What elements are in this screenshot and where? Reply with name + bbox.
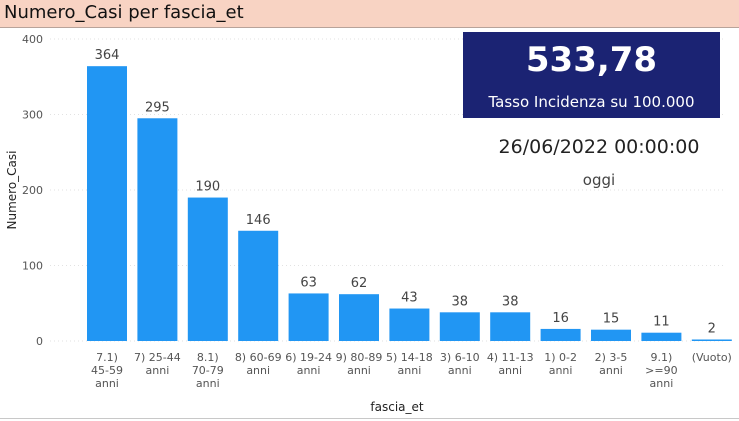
kpi-value: 533,78 [525, 40, 658, 80]
bar[interactable] [238, 230, 279, 341]
data-label: 146 [246, 213, 271, 228]
data-label: 11 [653, 315, 670, 330]
data-label: 15 [603, 312, 620, 327]
x-tick-label: 2) 3-5 anni [595, 351, 628, 377]
x-tick-label: 5) 14-18 anni [386, 351, 433, 377]
bars [87, 66, 732, 342]
bar[interactable] [288, 293, 329, 341]
x-tick-label: 3) 6-10 anni [440, 351, 480, 377]
data-label: 43 [401, 291, 418, 306]
x-tick-label: 4) 11-13 anni [487, 351, 534, 377]
x-tick-label: (Vuoto) [692, 351, 732, 364]
x-axis-label: fascia_et [370, 400, 423, 414]
kpi-label: Tasso Incidenza su 100.000 [488, 93, 695, 111]
data-label: 38 [452, 294, 469, 309]
bar[interactable] [691, 339, 732, 341]
bar[interactable] [591, 329, 631, 341]
data-label: 190 [195, 180, 220, 195]
y-tick-label: 400 [22, 33, 43, 46]
data-label: 295 [145, 100, 170, 115]
bar[interactable] [540, 328, 581, 341]
data-label: 16 [552, 311, 569, 326]
x-tick-label: 9.1) >=90 anni [645, 351, 677, 390]
bar[interactable] [339, 294, 379, 341]
y-tick-label: 0 [36, 335, 43, 348]
bar[interactable] [87, 66, 127, 342]
data-label: 38 [502, 294, 519, 309]
x-tick-label: 6) 19-24 anni [285, 351, 332, 377]
data-labels: 364 295 190 146 63 62 43 38 38 16 15 11 2 [95, 48, 716, 336]
x-tick-label: 8) 60-69 anni [235, 351, 282, 377]
chart-title: Numero_Casi per fascia_et [4, 2, 244, 23]
divider [0, 418, 739, 419]
bar[interactable] [137, 118, 178, 342]
kpi-card: 533,78 Tasso Incidenza su 100.000 [463, 32, 720, 118]
x-tick-label: 1) 0-2 anni [544, 351, 577, 377]
y-tick-label: 200 [22, 184, 43, 197]
date-value: 26/06/2022 00:00:00 [498, 136, 700, 158]
x-tick-label: 8.1) 70-79 anni [192, 351, 224, 390]
x-tick-label: 7) 25-44 anni [134, 351, 181, 377]
bar[interactable] [490, 312, 531, 341]
y-tick-label: 300 [22, 109, 43, 122]
data-label: 63 [300, 275, 317, 290]
visual-header: Numero_Casi per fascia_et [0, 0, 739, 28]
bar[interactable] [641, 332, 682, 341]
y-axis-label: Numero_Casi [5, 151, 19, 230]
data-label: 364 [95, 48, 120, 63]
bar[interactable] [187, 197, 228, 341]
x-axis-ticks: 7.1) 45-59 anni 7) 25-44 anni 8.1) 70-79 anni 8)… [91, 351, 732, 390]
x-tick-label: 7.1) 45-59 anni [91, 351, 123, 390]
bar[interactable] [439, 312, 480, 341]
y-tick-label: 100 [22, 260, 43, 273]
bar[interactable] [389, 308, 430, 341]
y-axis-ticks: 0 100 200 300 400 [22, 33, 43, 348]
x-tick-label: 9) 80-89 anni [336, 351, 383, 377]
data-label: 62 [351, 276, 368, 291]
data-label: 2 [708, 321, 716, 336]
date-label: oggi [582, 171, 616, 189]
